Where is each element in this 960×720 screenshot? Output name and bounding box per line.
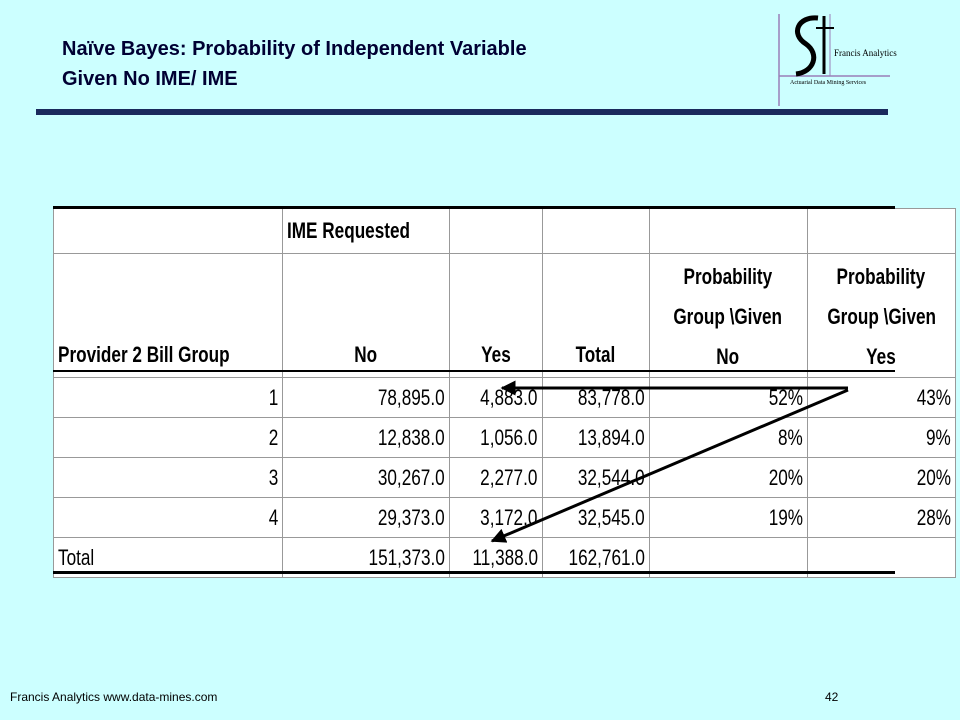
cell-total: 83,778.0	[541, 377, 650, 418]
cell-prob-yes: 9%	[806, 417, 957, 458]
header-no: No	[354, 342, 378, 367]
grand-total-value: 162,761.0	[568, 544, 645, 570]
cell-no: 78,895.0	[282, 377, 450, 418]
empty-cell	[806, 208, 957, 254]
header-cell-total: Total	[541, 253, 650, 378]
prob-yes-value: 43%	[916, 384, 951, 410]
group-value: 2	[268, 424, 279, 450]
cell-yes: 4,883.0	[448, 377, 543, 418]
header-prob-yes-l3: Yes	[866, 344, 897, 369]
no-value: 29,373.0	[377, 504, 445, 530]
logo-name: Francis Analytics	[834, 48, 897, 58]
cell-group: 2	[52, 417, 284, 458]
header-cell-group: Provider 2 Bill Group	[52, 253, 284, 378]
header-provider-group: Provider 2 Bill Group	[58, 342, 230, 367]
cell-group: 1	[52, 377, 284, 418]
prob-yes-value: 28%	[916, 504, 951, 530]
header-prob-no-l3: No	[716, 344, 740, 369]
header-yes: Yes	[480, 342, 511, 367]
header-cell-no: No	[282, 253, 450, 378]
ime-requested-header: IME Requested	[287, 218, 411, 243]
prob-no-value: 19%	[768, 504, 803, 530]
table-header-divider	[53, 370, 895, 372]
empty-cell	[448, 208, 543, 254]
total-yes-value: 11,388.0	[472, 544, 538, 570]
yes-value: 3,172.0	[480, 504, 538, 530]
table-row: 1 78,895.0 4,883.0 83,778.0 52% 43%	[52, 377, 957, 418]
group-header-cell: IME Requested	[282, 208, 450, 254]
cell-group: 3	[52, 457, 284, 498]
total-value: 32,544.0	[577, 464, 645, 490]
group-value: 4	[268, 504, 279, 530]
cell-prob-no: 8%	[648, 417, 808, 458]
cell-prob-no: 19%	[648, 497, 808, 538]
header-total: Total	[575, 342, 616, 367]
table-group-header-row: IME Requested	[52, 208, 957, 254]
yes-value: 4,883.0	[480, 384, 538, 410]
bill-group-probability-table: IME Requested Provider 2 Bill Group No Y…	[52, 208, 957, 578]
table-bottom-border	[53, 571, 895, 574]
yes-value: 2,277.0	[480, 464, 538, 490]
cell-total: 13,894.0	[541, 417, 650, 458]
total-value: 13,894.0	[577, 424, 645, 450]
header-prob-no-l1: Probability	[683, 264, 773, 289]
total-no-value: 151,373.0	[368, 544, 445, 570]
cell-yes: 1,056.0	[448, 417, 543, 458]
cell-no: 30,267.0	[282, 457, 450, 498]
table-top-border	[53, 206, 895, 209]
cell-prob-no: 52%	[648, 377, 808, 418]
header-prob-yes-l2: Group \Given	[826, 304, 936, 329]
title-line-2: Given No IME/ IME	[62, 68, 238, 90]
table-row: 3 30,267.0 2,277.0 32,544.0 20% 20%	[52, 457, 957, 498]
header-cell-yes: Yes	[448, 253, 543, 378]
cell-prob-yes: 43%	[806, 377, 957, 418]
group-value: 3	[268, 464, 279, 490]
empty-cell	[648, 208, 808, 254]
logo-tagline: Actuarial Data Mining Services	[790, 80, 867, 86]
no-value: 30,267.0	[377, 464, 445, 490]
table-header-row: Provider 2 Bill Group No Yes Total Proba…	[52, 253, 957, 378]
yes-value: 1,056.0	[480, 424, 538, 450]
header-prob-no-l2: Group \Given	[673, 304, 783, 329]
cell-prob-yes: 28%	[806, 497, 957, 538]
no-value: 12,838.0	[377, 424, 445, 450]
table-row: 2 12,838.0 1,056.0 13,894.0 8% 9%	[52, 417, 957, 458]
title-rule	[36, 109, 888, 115]
cell-total: 32,545.0	[541, 497, 650, 538]
header-prob-yes-l1: Probability	[836, 264, 926, 289]
cell-yes: 3,172.0	[448, 497, 543, 538]
cell-yes: 2,277.0	[448, 457, 543, 498]
cell-no: 12,838.0	[282, 417, 450, 458]
prob-no-value: 8%	[777, 424, 803, 450]
empty-cell	[541, 208, 650, 254]
cell-group: 4	[52, 497, 284, 538]
cell-no: 29,373.0	[282, 497, 450, 538]
francis-analytics-logo-icon	[778, 14, 898, 106]
header-cell-prob-yes: Probability Group \Given Yes	[806, 253, 957, 378]
total-value: 32,545.0	[577, 504, 645, 530]
empty-cell	[52, 208, 284, 254]
total-label: Total	[58, 544, 95, 570]
cell-prob-yes: 20%	[806, 457, 957, 498]
total-value: 83,778.0	[577, 384, 645, 410]
table-row: 4 29,373.0 3,172.0 32,545.0 19% 28%	[52, 497, 957, 538]
prob-yes-value: 20%	[916, 464, 951, 490]
title-line-1: Naïve Bayes: Probability of Independent …	[62, 38, 527, 60]
no-value: 78,895.0	[377, 384, 445, 410]
cell-total: 32,544.0	[541, 457, 650, 498]
prob-yes-value: 9%	[926, 424, 951, 450]
page-number: 42	[825, 690, 839, 704]
slide-title: Naïve Bayes: Probability of Independent …	[62, 34, 762, 94]
prob-no-value: 20%	[768, 464, 803, 490]
cell-prob-no: 20%	[648, 457, 808, 498]
prob-no-value: 52%	[768, 384, 803, 410]
header-cell-prob-no: Probability Group \Given No	[648, 253, 808, 378]
footer-source: Francis Analytics www.data-mines.com	[10, 690, 218, 704]
group-value: 1	[268, 384, 279, 410]
